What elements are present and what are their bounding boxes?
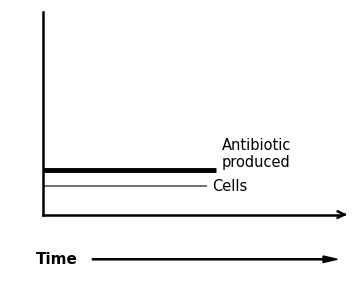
- Text: Cells: Cells: [213, 179, 248, 194]
- Text: Antibiotic
produced: Antibiotic produced: [222, 138, 291, 170]
- Text: Time: Time: [36, 252, 77, 267]
